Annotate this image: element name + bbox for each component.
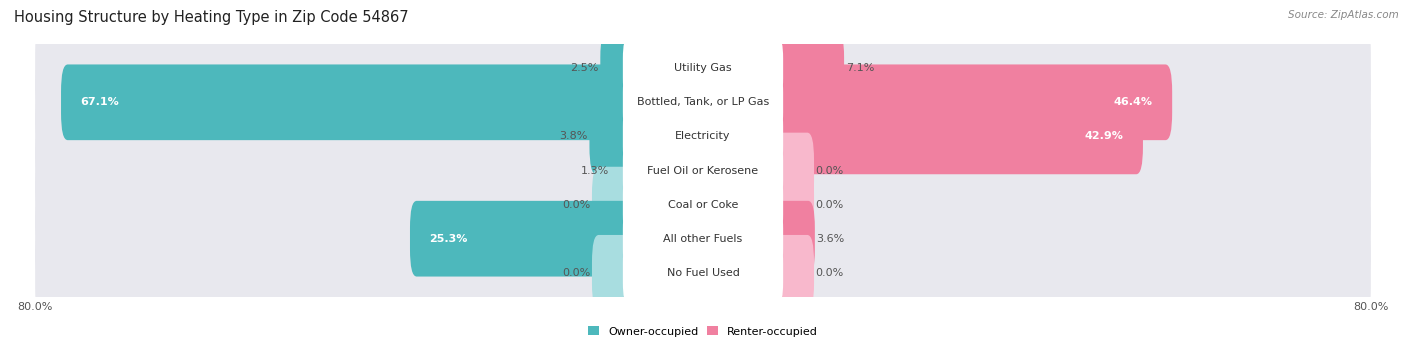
Text: No Fuel Used: No Fuel Used	[666, 268, 740, 278]
FancyBboxPatch shape	[35, 224, 1371, 322]
Text: 0.0%: 0.0%	[562, 199, 591, 210]
FancyBboxPatch shape	[600, 30, 634, 106]
Legend: Owner-occupied, Renter-occupied: Owner-occupied, Renter-occupied	[588, 326, 818, 337]
Text: 0.0%: 0.0%	[815, 199, 844, 210]
Text: 0.0%: 0.0%	[815, 165, 844, 176]
Text: All other Fuels: All other Fuels	[664, 234, 742, 244]
FancyBboxPatch shape	[35, 190, 1371, 287]
Text: Coal or Coke: Coal or Coke	[668, 199, 738, 210]
Text: Source: ZipAtlas.com: Source: ZipAtlas.com	[1288, 10, 1399, 20]
Text: Utility Gas: Utility Gas	[675, 63, 731, 73]
FancyBboxPatch shape	[623, 208, 783, 269]
FancyBboxPatch shape	[623, 174, 783, 235]
FancyBboxPatch shape	[35, 54, 1371, 151]
Text: 46.4%: 46.4%	[1114, 97, 1153, 107]
FancyBboxPatch shape	[35, 88, 1371, 185]
FancyBboxPatch shape	[772, 99, 1143, 174]
Text: 7.1%: 7.1%	[846, 63, 875, 73]
FancyBboxPatch shape	[610, 133, 634, 208]
FancyBboxPatch shape	[772, 167, 814, 242]
Text: 42.9%: 42.9%	[1085, 131, 1123, 142]
Text: 0.0%: 0.0%	[562, 268, 591, 278]
FancyBboxPatch shape	[623, 242, 783, 303]
FancyBboxPatch shape	[411, 201, 634, 277]
FancyBboxPatch shape	[623, 140, 783, 201]
FancyBboxPatch shape	[623, 72, 783, 133]
FancyBboxPatch shape	[35, 156, 1371, 253]
Text: Electricity: Electricity	[675, 131, 731, 142]
Text: 2.5%: 2.5%	[571, 63, 599, 73]
FancyBboxPatch shape	[589, 99, 634, 174]
FancyBboxPatch shape	[772, 64, 1173, 140]
Text: 3.6%: 3.6%	[817, 234, 845, 244]
FancyBboxPatch shape	[623, 106, 783, 167]
FancyBboxPatch shape	[772, 133, 814, 208]
FancyBboxPatch shape	[60, 64, 634, 140]
FancyBboxPatch shape	[35, 122, 1371, 219]
FancyBboxPatch shape	[772, 201, 815, 277]
FancyBboxPatch shape	[592, 235, 634, 311]
FancyBboxPatch shape	[623, 38, 783, 99]
Text: 0.0%: 0.0%	[815, 268, 844, 278]
Text: Housing Structure by Heating Type in Zip Code 54867: Housing Structure by Heating Type in Zip…	[14, 10, 409, 25]
FancyBboxPatch shape	[772, 235, 814, 311]
Text: Bottled, Tank, or LP Gas: Bottled, Tank, or LP Gas	[637, 97, 769, 107]
Text: 67.1%: 67.1%	[80, 97, 120, 107]
Text: 1.3%: 1.3%	[581, 165, 609, 176]
Text: 25.3%: 25.3%	[429, 234, 468, 244]
Text: 3.8%: 3.8%	[560, 131, 588, 142]
FancyBboxPatch shape	[35, 19, 1371, 117]
Text: Fuel Oil or Kerosene: Fuel Oil or Kerosene	[647, 165, 759, 176]
FancyBboxPatch shape	[592, 167, 634, 242]
FancyBboxPatch shape	[772, 30, 844, 106]
